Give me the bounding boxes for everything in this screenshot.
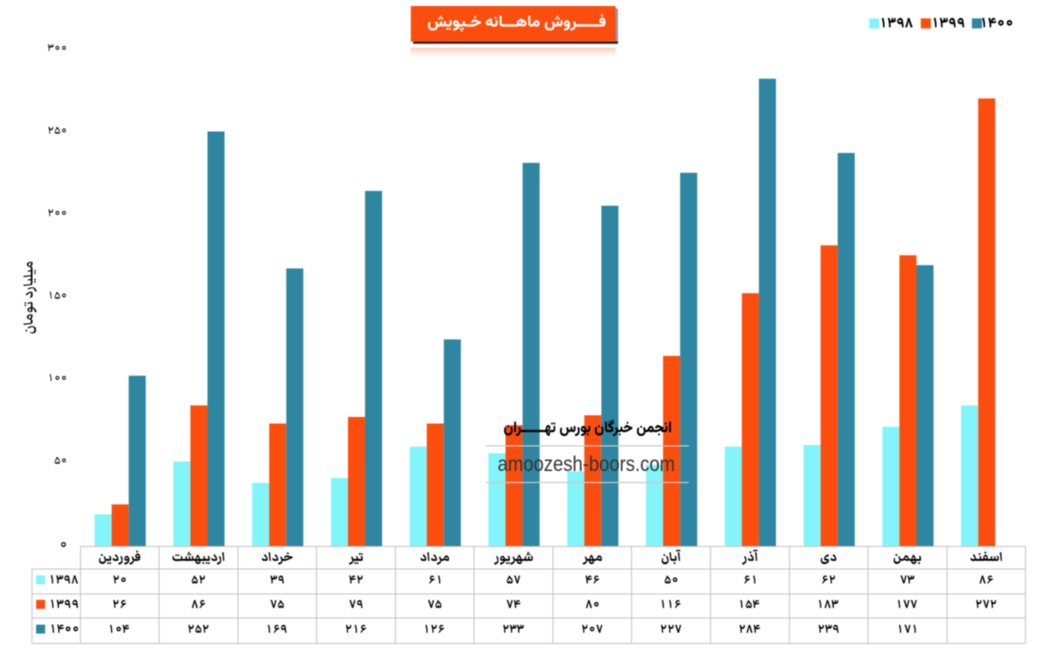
svg-text:amoozesh-boors.com: amoozesh-boors.com bbox=[498, 452, 675, 476]
